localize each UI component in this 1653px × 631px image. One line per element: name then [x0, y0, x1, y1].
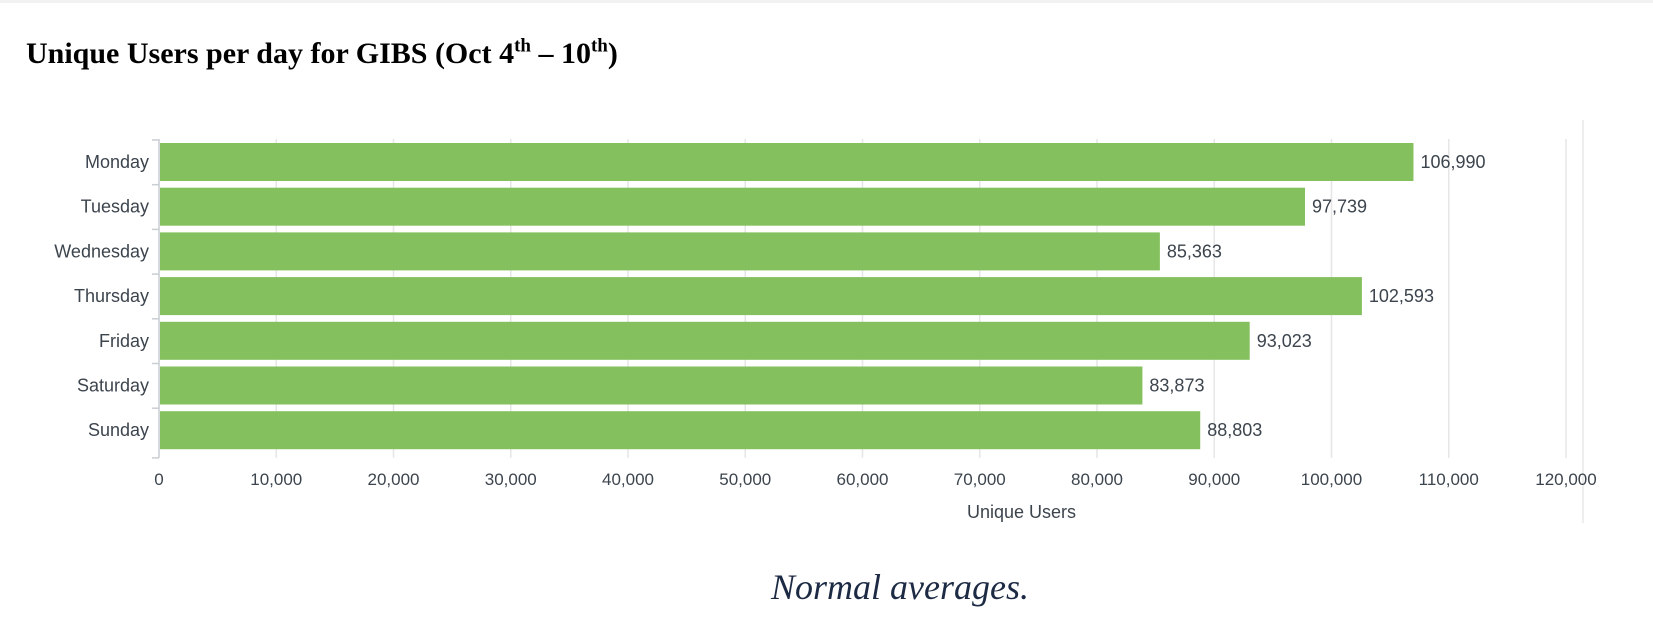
bar [160, 366, 1143, 405]
title-text-middle: – 10 [530, 37, 591, 70]
category-label: Tuesday [81, 197, 149, 217]
value-label: 88,803 [1207, 420, 1262, 440]
value-label: 97,739 [1312, 197, 1367, 217]
value-label: 93,023 [1257, 331, 1312, 351]
caption: Normal averages. [771, 567, 1029, 607]
page-title: Unique Users per day for GIBS (Oct 4th –… [26, 34, 618, 74]
bar [160, 277, 1362, 316]
title-superscript-end: th [590, 35, 608, 57]
x-tick-label: 0 [154, 470, 163, 489]
bar [160, 411, 1201, 450]
title-text-end: ) [607, 37, 618, 70]
x-tick-label: 30,000 [485, 470, 537, 489]
x-tick-label: 20,000 [368, 470, 420, 489]
category-label: Saturday [77, 376, 149, 396]
x-tick-label: 120,000 [1535, 470, 1596, 489]
bar-chart: 0 10,000 20,000 30,000 40,000 50,000 60,000 70,… [54, 120, 1597, 523]
x-tick-label: 50,000 [719, 470, 771, 489]
category-label: Sunday [88, 420, 149, 440]
chart-labels: 0 10,000 20,000 30,000 40,000 50,000 60,000 70,… [54, 152, 1596, 489]
bar [160, 321, 1250, 360]
chart-axes [152, 139, 160, 459]
title-superscript-start: th [514, 35, 531, 57]
category-label: Friday [99, 331, 149, 351]
chart-bars [160, 143, 1414, 450]
value-label: 85,363 [1167, 241, 1222, 261]
bar [160, 232, 1160, 271]
x-tick-label: 10,000 [250, 470, 302, 489]
x-tick-label: 60,000 [837, 470, 889, 489]
category-label: Monday [85, 152, 149, 172]
x-axis-label: Unique Users [967, 502, 1076, 522]
title-text: Unique Users per day for GIBS (Oct 4 [26, 37, 515, 70]
x-tick-label: 80,000 [1071, 470, 1123, 489]
x-tick-label: 100,000 [1301, 470, 1362, 489]
value-label: 102,593 [1369, 286, 1434, 306]
bar [160, 143, 1414, 181]
category-label: Wednesday [54, 241, 149, 261]
top-divider [0, 0, 1653, 3]
x-tick-label: 110,000 [1419, 470, 1479, 489]
x-tick-label: 90,000 [1188, 470, 1240, 489]
x-tick-label: 40,000 [602, 470, 654, 489]
category-label: Thursday [74, 286, 149, 306]
value-label: 83,873 [1149, 376, 1204, 396]
value-label: 106,990 [1420, 152, 1485, 172]
bar [160, 187, 1305, 226]
x-tick-label: 70,000 [954, 470, 1006, 489]
